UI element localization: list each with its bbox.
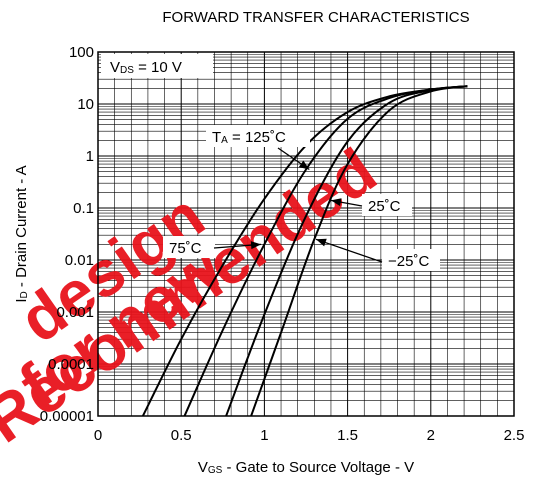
- annotation-arrowhead: [330, 198, 342, 207]
- series-labels: TA = 125˚C 25˚C 75˚C −25˚C: [163, 125, 440, 271]
- tick-labels: 0 0.5 1 1.5 2 2.5 0.00001 0.0001 0.001 0.01 0.1 1 10…: [40, 44, 525, 444]
- series-line-1: [183, 85, 468, 417]
- plot-frame: [97, 51, 515, 417]
- series-group: [142, 85, 468, 417]
- y-axis-label: ID - Drain Current - A: [13, 165, 30, 302]
- y-tick-label: 0.00001: [40, 408, 94, 425]
- y-tick-label: 100: [69, 44, 94, 61]
- annotation-arrowhead: [250, 241, 262, 250]
- y-tick-label: 0.1: [73, 200, 94, 217]
- label-m25c: −25˚C: [388, 253, 429, 270]
- x-tick-label: 2: [427, 427, 435, 444]
- y-tick-label: 1: [86, 148, 94, 165]
- grid: [98, 52, 514, 416]
- label-125c: TA = 125˚C: [212, 129, 286, 146]
- x-tick-label: 1: [260, 427, 268, 444]
- annotation-arrow-line: [315, 238, 383, 263]
- x-tick-label: 0: [94, 427, 102, 444]
- y-tick-label: 10: [77, 96, 94, 113]
- annotation-arrowhead: [298, 160, 310, 170]
- annotation-arrowhead: [315, 238, 327, 247]
- condition-box: [101, 54, 213, 78]
- series-line-2: [225, 85, 468, 417]
- y-tick-label: 0.0001: [48, 356, 94, 373]
- x-tick-label: 0.5: [171, 427, 192, 444]
- label-25c: 25˚C: [368, 198, 401, 215]
- x-axis-label: VGS - Gate to Source Voltage - V: [198, 459, 414, 476]
- x-tick-label: 2.5: [504, 427, 525, 444]
- y-tick-label: 0.001: [56, 304, 94, 321]
- series-line-3: [250, 85, 468, 417]
- y-tick-label: 0.01: [65, 252, 94, 269]
- chart-title: FORWARD TRANSFER CHARACTERISTICS: [162, 9, 469, 26]
- x-tick-label: 1.5: [337, 427, 358, 444]
- label-75c: 75˚C: [169, 240, 202, 257]
- annotation-arrows: [213, 147, 383, 263]
